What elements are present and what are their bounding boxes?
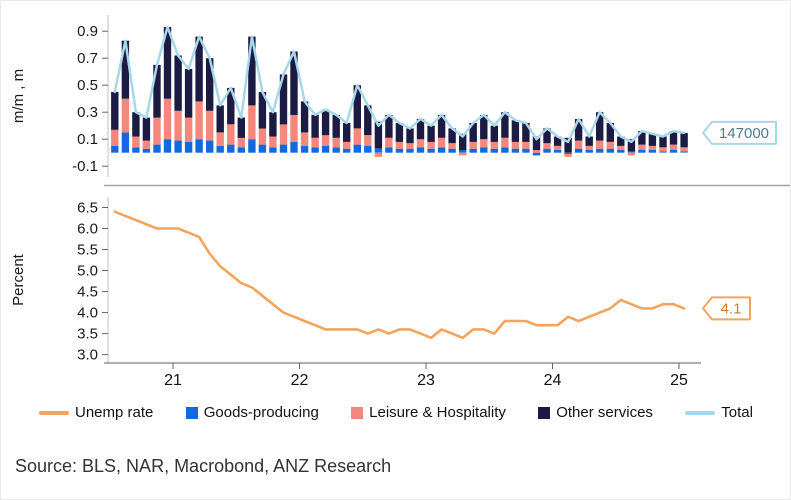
- legend-label: Unemp rate: [75, 404, 154, 421]
- legend-item-total: Total: [685, 404, 753, 421]
- other-services-swatch-icon: [538, 406, 551, 419]
- svg-text:4.1: 4.1: [721, 300, 742, 317]
- svg-text:0.5: 0.5: [77, 77, 98, 94]
- goods-producing-swatch-icon: [185, 406, 198, 419]
- svg-text:5.0: 5.0: [77, 263, 98, 280]
- svg-text:6.5: 6.5: [77, 200, 98, 217]
- chart-legend: Unemp rate Goods-producing Leisure & Hospi…: [39, 404, 753, 421]
- svg-text:147000: 147000: [719, 125, 769, 142]
- unemp-rate-line: [113, 210, 686, 340]
- svg-text:24: 24: [544, 372, 562, 389]
- svg-text:22: 22: [291, 372, 309, 389]
- unemp-callout: 4.1: [702, 296, 751, 321]
- svg-text:3.0: 3.0: [77, 347, 98, 364]
- svg-text:25: 25: [670, 372, 688, 389]
- total-swatch-icon: [685, 410, 716, 415]
- x-axis: 21 22 23 24 25: [164, 363, 688, 389]
- stacked-bars: [111, 27, 688, 157]
- svg-text:4.0: 4.0: [77, 305, 98, 322]
- legend-item-goods-producing: Goods-producing: [185, 404, 319, 421]
- top-y-axis-label: m/m , m: [10, 69, 27, 123]
- leisure-hospitality-swatch-icon: [351, 406, 364, 419]
- total-line: [113, 25, 686, 144]
- svg-text:3.5: 3.5: [77, 326, 98, 343]
- svg-text:23: 23: [417, 372, 435, 389]
- legend-item-leisure-hospitality: Leisure & Hospitality: [351, 404, 506, 421]
- legend-label: Other services: [556, 404, 653, 421]
- svg-text:0.7: 0.7: [77, 50, 98, 67]
- svg-text:4.5: 4.5: [77, 284, 98, 301]
- legend-label: Total: [721, 404, 753, 421]
- legend-item-unemp-rate: Unemp rate: [39, 404, 153, 421]
- unemp-rate-swatch-icon: [39, 410, 69, 415]
- svg-text:0.1: 0.1: [77, 131, 98, 148]
- svg-text:6.0: 6.0: [77, 221, 98, 238]
- svg-text:5.5: 5.5: [77, 242, 98, 259]
- bottom-y-axis-label: Percent: [10, 253, 27, 306]
- legend-item-other-services: Other services: [538, 404, 653, 421]
- svg-text:0.9: 0.9: [77, 23, 98, 40]
- axes: 0.9 0.7 0.5 0.3 0.1 -0.1 6.5 6.0 5.5 5.0 4.5 4.0 3.5…: [10, 15, 790, 364]
- svg-text:0.3: 0.3: [77, 104, 98, 121]
- source-text: Source: BLS, NAR, Macrobond, ANZ Researc…: [15, 456, 392, 476]
- legend-label: Goods-producing: [203, 404, 319, 421]
- total-callout: 147000: [702, 120, 777, 145]
- svg-text:21: 21: [164, 372, 182, 389]
- svg-text:-0.1: -0.1: [72, 158, 98, 175]
- dual-panel-chart: 0.9 0.7 0.5 0.3 0.1 -0.1 6.5 6.0 5.5 5.0 4.5 4.0 3.5…: [10, 15, 790, 389]
- legend-label: Leisure & Hospitality: [369, 404, 506, 421]
